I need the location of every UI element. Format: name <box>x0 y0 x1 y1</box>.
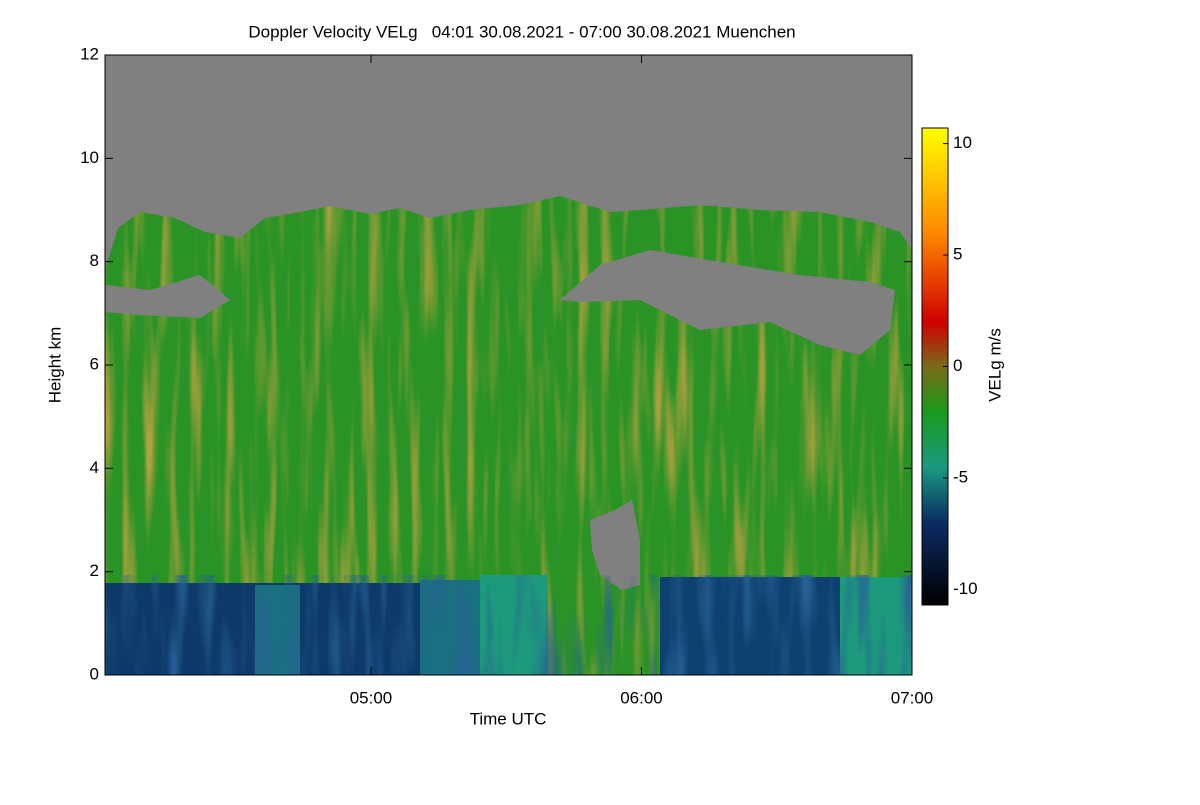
x-tick-label: 07:00 <box>891 688 934 707</box>
y-tick-label: 4 <box>90 458 99 477</box>
colorbar-tick-label: -10 <box>953 579 978 598</box>
colorbar-label: VELg m/s <box>985 328 1004 402</box>
colorbar-tick-label: 5 <box>953 245 962 264</box>
y-tick-label: 12 <box>80 44 99 63</box>
y-tick-label: 2 <box>90 561 99 580</box>
echo-gap <box>590 500 640 590</box>
x-axis-label: Time UTC <box>470 709 547 728</box>
colorbar-tick-label: 0 <box>953 356 962 375</box>
colorbar-tick-label: -5 <box>953 467 968 486</box>
y-axis-label: Height km <box>45 327 64 404</box>
y-tick-label: 0 <box>90 664 99 683</box>
colorbar-tick-label: 10 <box>953 133 972 152</box>
chart-title: Doppler Velocity VELg 04:01 30.08.2021 -… <box>248 22 795 41</box>
boundary-layer <box>105 575 912 675</box>
echo-gap <box>560 250 895 355</box>
echo-gap <box>105 275 230 318</box>
band-texture <box>105 575 912 675</box>
y-tick-label: 8 <box>90 251 99 270</box>
x-tick-label: 05:00 <box>350 688 393 707</box>
y-tick-label: 6 <box>90 354 99 373</box>
y-tick-label: 10 <box>80 148 99 167</box>
x-tick-label: 06:00 <box>620 688 663 707</box>
velocity-field <box>105 55 912 675</box>
